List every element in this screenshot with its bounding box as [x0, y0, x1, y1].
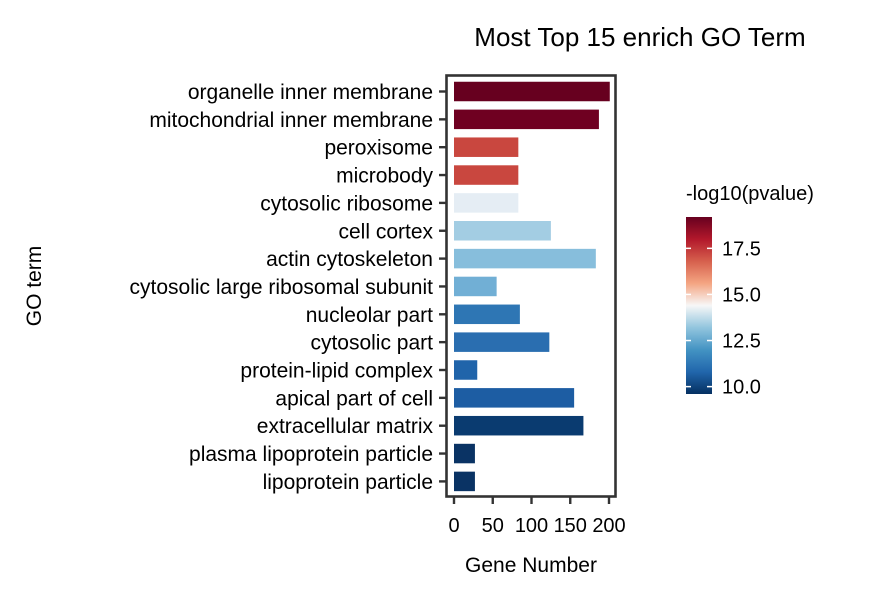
bar	[454, 248, 596, 269]
colorbar-ticks: 10.0 12.5 15.0 17.5	[686, 238, 761, 399]
bar	[454, 360, 478, 380]
category-label: cytosolic large ribosomal subunit	[130, 276, 434, 299]
category-label: mitochondrial inner membrane	[149, 109, 433, 132]
category-label: apical part of cell	[275, 387, 433, 410]
bar	[454, 221, 551, 241]
category-label: nucleolar part	[306, 304, 433, 327]
bar	[454, 137, 519, 157]
category-label: actin cytoskeleton	[266, 248, 433, 271]
bar	[454, 304, 520, 325]
colorbar-tick-label: 12.5	[722, 331, 761, 353]
bar	[454, 165, 519, 185]
x-tick-label: 150	[554, 515, 587, 537]
category-labels: organelle inner membrane mitochondrial in…	[130, 81, 434, 494]
colorbar-title: -log10(pvalue)	[686, 183, 814, 205]
category-label: peroxisome	[324, 137, 433, 160]
chart-title: Most Top 15 enrich GO Term	[474, 22, 805, 52]
bar	[454, 332, 550, 352]
x-axis-title: Gene Number	[465, 554, 597, 577]
colorbar-tick-label: 10.0	[722, 377, 761, 399]
x-axis-ticks: 0 50 100 150 200	[448, 497, 626, 537]
bars-layer	[454, 81, 610, 492]
colorbar	[686, 217, 712, 394]
y-axis-ticks	[439, 90, 446, 483]
category-label: cytosolic part	[310, 332, 433, 355]
category-label: plasma lipoprotein particle	[189, 443, 433, 466]
colorbar-tick-label: 15.0	[722, 284, 761, 306]
category-label: protein-lipid complex	[240, 360, 433, 383]
x-tick-label: 0	[448, 515, 459, 537]
category-label: microbody	[336, 165, 433, 188]
y-axis-title: GO term	[23, 246, 46, 327]
x-tick-label: 50	[482, 515, 504, 537]
bar	[454, 109, 599, 130]
bar	[454, 415, 584, 436]
plot-panel-border	[445, 74, 617, 498]
category-label: extracellular matrix	[257, 415, 434, 438]
category-label: cytosolic ribosome	[260, 192, 433, 215]
bar	[454, 388, 575, 408]
x-tick-label: 100	[515, 515, 548, 537]
bar	[454, 81, 610, 102]
category-label: cell cortex	[338, 220, 433, 243]
colorbar-tick-label: 17.5	[722, 238, 761, 260]
category-label: lipoprotein particle	[263, 471, 433, 494]
bar	[454, 443, 475, 464]
category-label: organelle inner membrane	[188, 81, 433, 104]
bar	[454, 471, 475, 492]
x-tick-label: 200	[592, 515, 625, 537]
bar	[454, 276, 497, 297]
bar	[454, 193, 519, 213]
